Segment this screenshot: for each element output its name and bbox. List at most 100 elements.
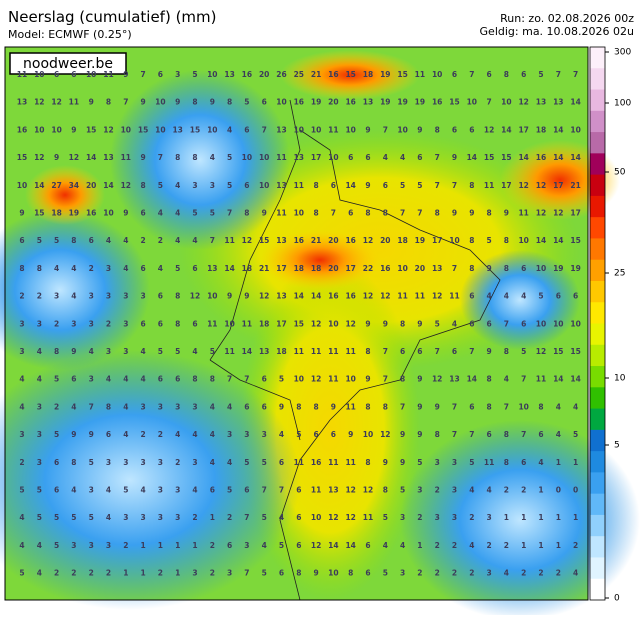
grid-value: 7 xyxy=(435,181,440,190)
grid-value: 6 xyxy=(158,375,163,384)
grid-value: 2 xyxy=(106,319,111,328)
grid-value: 7 xyxy=(262,125,267,134)
field xyxy=(25,165,105,225)
grid-value: 11 xyxy=(69,98,79,107)
grid-value: 5 xyxy=(175,264,180,273)
grid-value: 8 xyxy=(175,153,180,162)
grid-value: 5 xyxy=(469,458,474,467)
grid-value: 10 xyxy=(363,430,373,439)
grid-value: 19 xyxy=(380,98,390,107)
grid-value: 12 xyxy=(311,541,321,550)
grid-value: 6 xyxy=(279,569,284,578)
grid-value: 10 xyxy=(536,264,546,273)
grid-value: 11 xyxy=(449,292,459,301)
grid-value: 3 xyxy=(244,541,249,550)
grid-value: 6 xyxy=(19,236,24,245)
grid-value: 2 xyxy=(54,402,59,411)
grid-value: 19 xyxy=(397,98,407,107)
grid-value: 5 xyxy=(227,486,232,495)
grid-value: 19 xyxy=(311,98,321,107)
grid-value: 12 xyxy=(363,292,373,301)
grid-value: 11 xyxy=(276,209,286,218)
grid-value: 8 xyxy=(400,375,405,384)
grid-value: 9 xyxy=(417,430,422,439)
grid-value: 12 xyxy=(345,486,355,495)
grid-value: 3 xyxy=(486,569,491,578)
grid-value: 6 xyxy=(262,402,267,411)
grid-value: 16 xyxy=(536,153,546,162)
grid-value: 2 xyxy=(192,513,197,522)
grid-value: 4 xyxy=(504,569,509,578)
grid-value: 8 xyxy=(504,264,509,273)
grid-value: 7 xyxy=(486,98,491,107)
colorbar-step xyxy=(590,238,605,261)
colorbar-step xyxy=(590,344,605,367)
grid-value: 3 xyxy=(158,486,163,495)
grid-value: 4 xyxy=(227,402,232,411)
grid-value: 2 xyxy=(469,513,474,522)
grid-value: 11 xyxy=(484,181,494,190)
grid-value: 17 xyxy=(501,181,511,190)
grid-value: 6 xyxy=(54,486,59,495)
grid-value: 6 xyxy=(469,292,474,301)
grid-value: 11 xyxy=(103,70,113,79)
grid-value: 15 xyxy=(449,98,459,107)
grid-value: 2 xyxy=(452,569,457,578)
grid-value: 6 xyxy=(521,458,526,467)
grid-value: 4 xyxy=(123,264,128,273)
grid-value: 10 xyxy=(207,292,217,301)
grid-value: 6 xyxy=(538,430,543,439)
grid-value: 4 xyxy=(175,181,180,190)
grid-value: 1 xyxy=(175,569,180,578)
grid-value: 5 xyxy=(400,486,405,495)
grid-value: 17 xyxy=(276,264,286,273)
grid-value: 13 xyxy=(294,153,304,162)
grid-value: 13 xyxy=(276,236,286,245)
grid-value: 4 xyxy=(538,458,543,467)
grid-value: 15 xyxy=(345,70,355,79)
grid-value: 3 xyxy=(486,513,491,522)
grid-value: 26 xyxy=(276,70,286,79)
grid-value: 2 xyxy=(210,569,215,578)
grid-value: 10 xyxy=(155,98,165,107)
grid-value: 7 xyxy=(452,402,457,411)
grid-value: 2 xyxy=(521,486,526,495)
grid-value: 4 xyxy=(192,486,197,495)
grid-value: 9 xyxy=(504,209,509,218)
grid-value: 12 xyxy=(311,319,321,328)
grid-value: 14 xyxy=(553,153,563,162)
grid-value: 4 xyxy=(19,375,24,384)
colorbar-step xyxy=(590,323,605,346)
grid-value: 5 xyxy=(175,347,180,356)
grid-value: 4 xyxy=(486,292,491,301)
grid-value: 14 xyxy=(570,153,580,162)
grid-value: 6 xyxy=(331,181,336,190)
grid-value: 12 xyxy=(553,209,563,218)
grid-value: 6 xyxy=(158,292,163,301)
grid-value: 4 xyxy=(175,430,180,439)
colorbar-step xyxy=(590,153,605,176)
grid-value: 5 xyxy=(54,375,59,384)
grid-value: 27 xyxy=(51,181,61,190)
grid-value: 6 xyxy=(469,319,474,328)
grid-value: 20 xyxy=(259,70,269,79)
grid-value: 8 xyxy=(504,430,509,439)
grid-value: 7 xyxy=(383,125,388,134)
grid-value: 6 xyxy=(331,430,336,439)
grid-value: 10 xyxy=(86,70,96,79)
grid-value: 7 xyxy=(417,209,422,218)
grid-value: 3 xyxy=(54,292,59,301)
grid-value: 6 xyxy=(365,569,370,578)
grid-value: 12 xyxy=(484,125,494,134)
grid-value: 11 xyxy=(328,458,338,467)
grid-value: 9 xyxy=(279,402,284,411)
grid-value: 19 xyxy=(380,70,390,79)
grid-value: 6 xyxy=(192,264,197,273)
grid-value: 9 xyxy=(71,430,76,439)
grid-value: 3 xyxy=(123,319,128,328)
grid-value: 11 xyxy=(224,236,234,245)
grid-value: 10 xyxy=(121,125,131,134)
grid-value: 5 xyxy=(538,292,543,301)
grid-value: 4 xyxy=(400,153,405,162)
colorbar-label: 300 xyxy=(614,48,631,58)
